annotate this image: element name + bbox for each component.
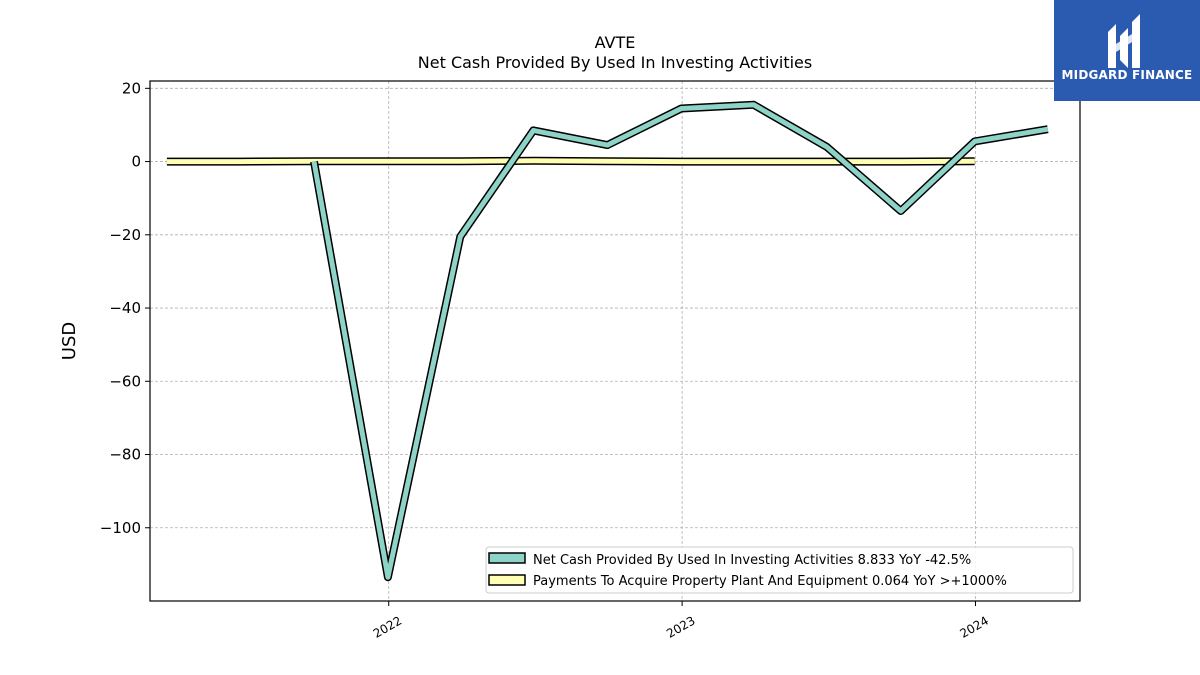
y-tick-label: 0 — [131, 153, 141, 171]
logo-icon — [1108, 14, 1140, 68]
y-axis-label: USD — [59, 322, 80, 360]
series-net-cash — [310, 100, 1049, 582]
x-tick-label: 2022 — [371, 613, 404, 640]
chart-subtitle: Net Cash Provided By Used In Investing A… — [418, 53, 812, 72]
y-tick-label: −40 — [109, 299, 141, 317]
legend-swatch-net-cash — [488, 552, 526, 564]
y-tick-label: −80 — [109, 446, 141, 464]
y-tick-label: −60 — [109, 372, 141, 390]
y-tick-label: −100 — [100, 519, 141, 537]
y-tick-label: −20 — [109, 226, 141, 244]
legend: Net Cash Provided By Used In Investing A… — [485, 546, 1074, 594]
chart-title: AVTE — [595, 33, 636, 52]
axes-frame — [149, 80, 1081, 602]
y-axis: 20 0 −20 −40 −60 −80 −100 — [100, 79, 150, 537]
brand-logo: MIDGARD FINANCE — [1054, 0, 1200, 101]
x-tick-label: 2024 — [958, 613, 991, 640]
series-line-net-cash — [311, 102, 1049, 580]
x-axis: 2022 2023 2024 — [371, 601, 991, 641]
series-capex — [166, 156, 975, 166]
legend-label-net-cash: Net Cash Provided By Used In Investing A… — [533, 553, 971, 568]
y-tick-label: 20 — [122, 79, 141, 97]
legend-swatch-capex — [488, 574, 526, 586]
plot-area — [166, 100, 1049, 582]
legend-label-capex: Payments To Acquire Property Plant And E… — [533, 574, 1007, 589]
logo-text: MIDGARD FINANCE — [1061, 68, 1193, 82]
legend-box — [485, 546, 1074, 594]
x-tick-label: 2023 — [664, 613, 697, 640]
series-line-capex — [166, 158, 975, 165]
